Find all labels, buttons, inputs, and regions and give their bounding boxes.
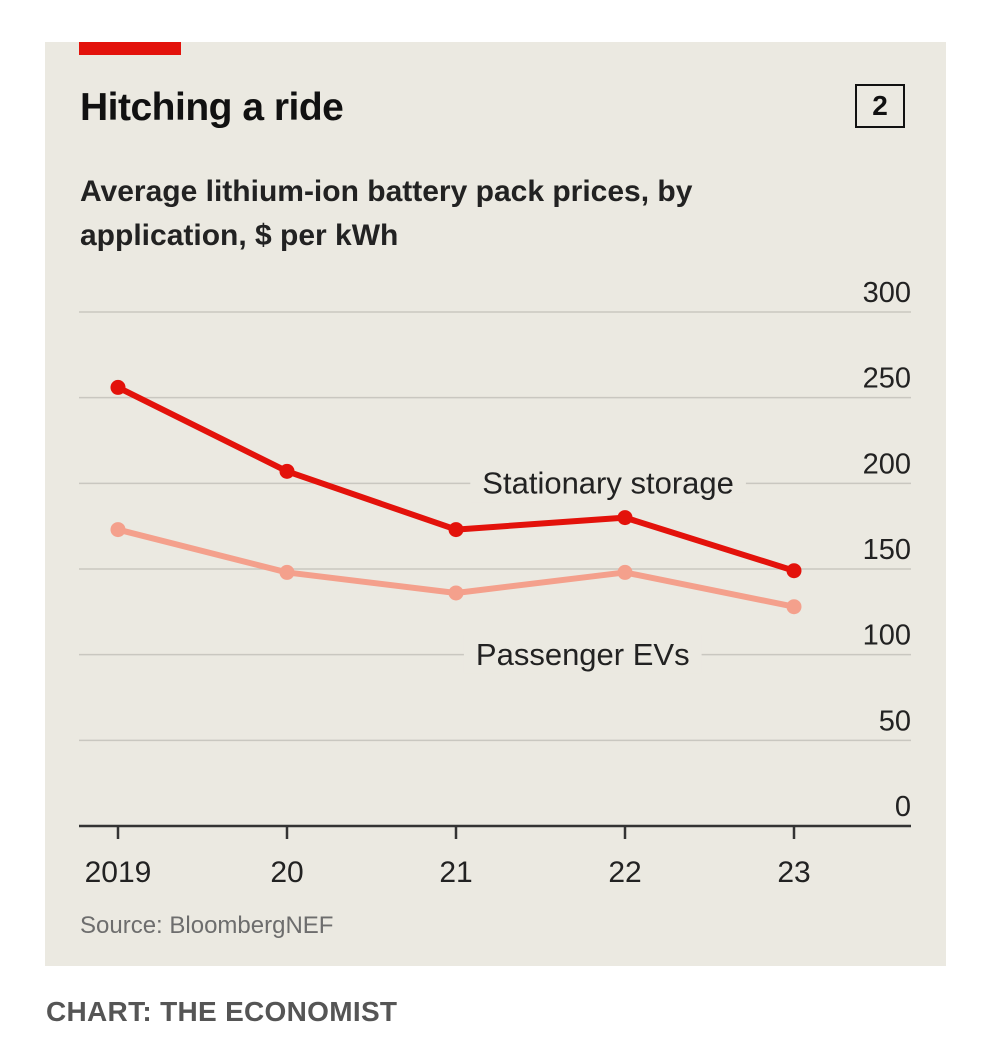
stationary-storage-point — [279, 463, 295, 479]
chart-panel: Hitching a ride 2 Average lithium-ion ba… — [45, 42, 946, 966]
stationary-storage-point — [110, 379, 126, 395]
chart-title: Hitching a ride — [80, 86, 344, 129]
passenger-evs-point — [279, 564, 295, 580]
x-tick-label: 21 — [439, 856, 472, 889]
passenger-evs-point — [617, 564, 633, 580]
chart-number-badge: 2 — [855, 84, 905, 128]
y-tick-label: 0 — [895, 791, 911, 823]
x-tick-label: 22 — [608, 856, 641, 889]
y-tick-label: 150 — [863, 534, 911, 566]
y-tick-label: 250 — [863, 363, 911, 395]
line-chart: 0 50 100 150 200 250 300 2019 20 21 22 23 Stationary… — [79, 277, 911, 889]
y-tick-label: 200 — [863, 448, 911, 480]
y-tick-label: 50 — [879, 705, 911, 737]
passenger-evs-point — [786, 599, 802, 615]
passenger-evs-point — [448, 585, 464, 601]
chart-source: Source: BloombergNEF — [80, 912, 334, 939]
brand-red-bar — [79, 42, 181, 55]
chart-credit: CHART: THE ECONOMIST — [46, 996, 398, 1027]
series-label-knockout — [470, 463, 746, 503]
stationary-storage-point — [448, 522, 464, 538]
stationary-storage-point — [786, 563, 802, 579]
y-tick-label: 300 — [863, 277, 911, 309]
stationary-storage-point — [617, 510, 633, 526]
x-tick-label: 2019 — [85, 856, 152, 889]
passenger-evs-label: Passenger EVs — [476, 637, 690, 672]
series-label-knockout — [463, 634, 702, 674]
chart-subtitle: Average lithium-ion battery pack prices,… — [80, 175, 693, 252]
passenger-evs-point — [110, 522, 126, 538]
x-tick-label: 20 — [270, 856, 303, 889]
y-tick-label: 100 — [863, 620, 911, 652]
x-tick-label: 23 — [777, 856, 810, 889]
stationary-storage-label: Stationary storage — [482, 466, 734, 501]
